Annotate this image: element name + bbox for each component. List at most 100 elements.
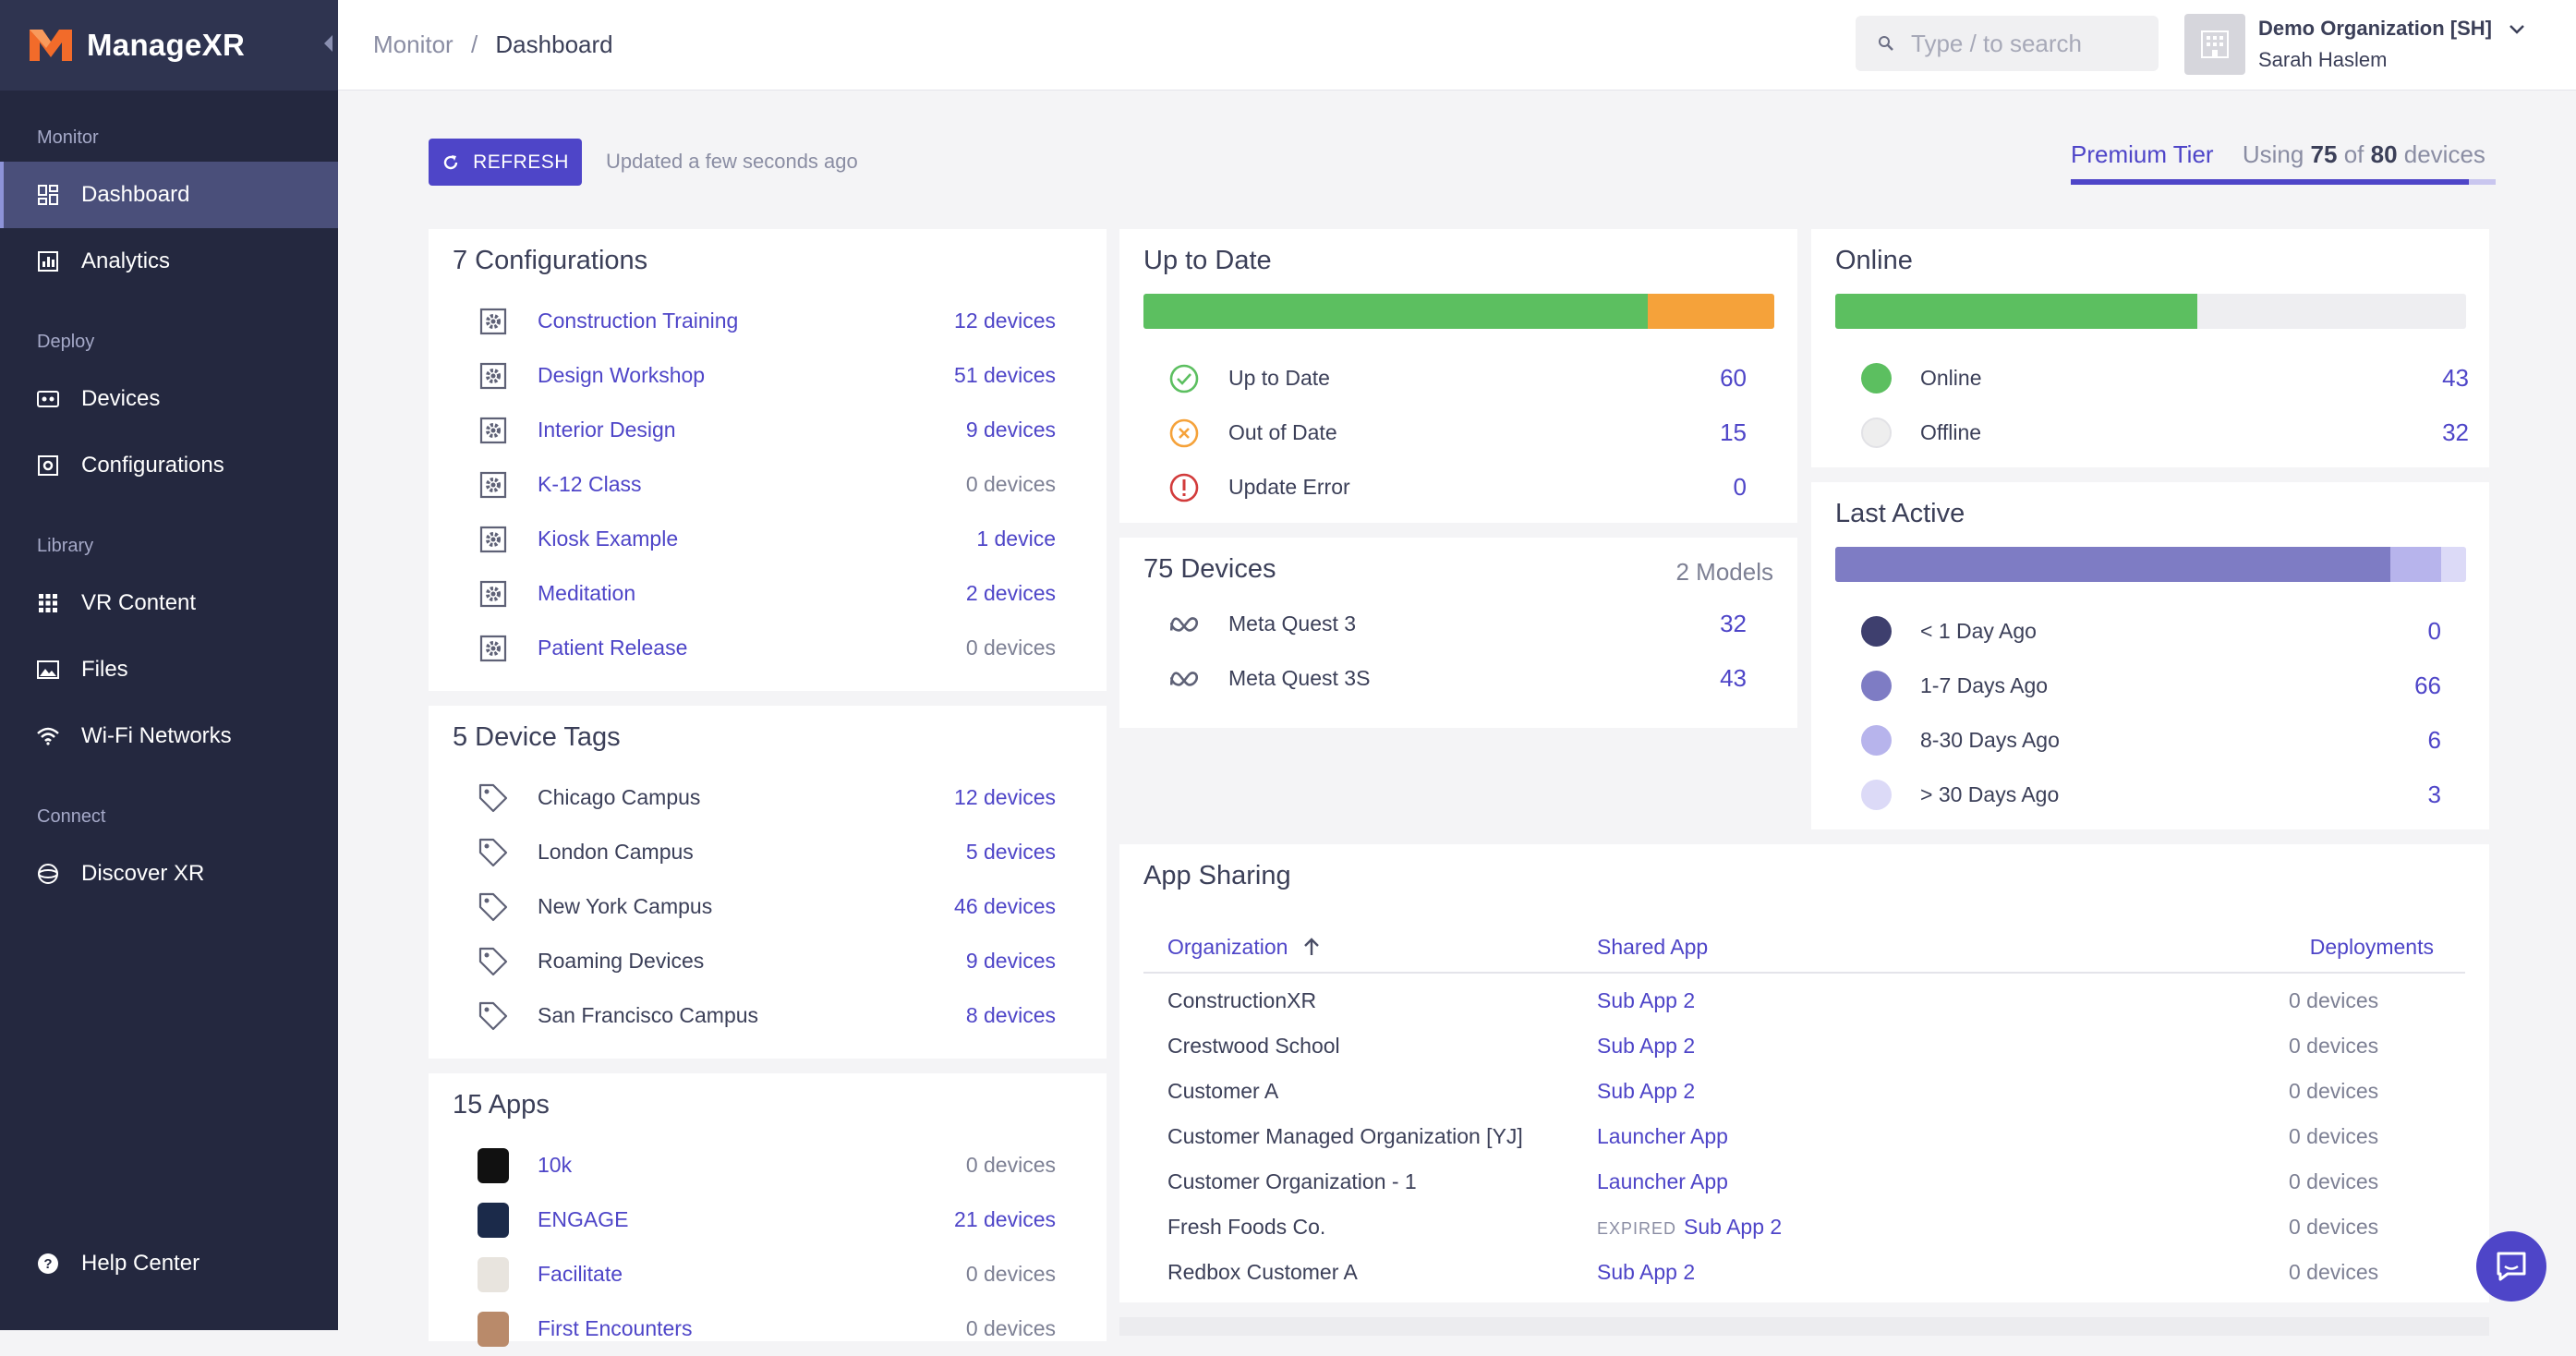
- premium-tier-label[interactable]: Premium Tier: [2071, 140, 2214, 168]
- app-row-value: 21 devices: [954, 1207, 1056, 1232]
- bar-segment[interactable]: [1835, 294, 2197, 329]
- configuration-row-label[interactable]: Kiosk Example: [538, 527, 678, 551]
- column-deployments[interactable]: Deployments: [2310, 935, 2434, 960]
- sidebar-item-devices[interactable]: Devices: [0, 366, 338, 432]
- sidebar-item-vr-content[interactable]: VR Content: [0, 570, 338, 636]
- sidebar-section-monitor: Monitor: [0, 127, 338, 149]
- shared-app-link[interactable]: Sub App 2: [1597, 1034, 1695, 1058]
- app-row-label[interactable]: 10k: [538, 1153, 572, 1178]
- chat-icon: [2495, 1251, 2528, 1282]
- legend-dot-icon: [1860, 671, 1892, 702]
- sidebar-item-label: Analytics: [81, 248, 170, 274]
- sidebar-item-label: Discover XR: [81, 861, 204, 887]
- shared-app-link[interactable]: Sub App 2: [1597, 1260, 1695, 1284]
- search-input[interactable]: Type / to search: [1856, 16, 2159, 71]
- bar-segment[interactable]: [2441, 547, 2466, 582]
- sidebar-item-dashboard[interactable]: Dashboard: [0, 162, 338, 228]
- bar-segment[interactable]: [1835, 547, 2390, 582]
- help-center-link[interactable]: ? Help Center: [0, 1230, 338, 1297]
- shared-app-link[interactable]: Sub App 2: [1597, 1079, 1695, 1103]
- configuration-row-label[interactable]: Construction Training: [538, 309, 738, 333]
- chat-button[interactable]: [2476, 1231, 2546, 1302]
- shared-app-link[interactable]: Sub App 2: [1684, 1215, 1782, 1239]
- column-organization[interactable]: Organization: [1167, 935, 1320, 960]
- configuration-row-label[interactable]: Meditation: [538, 581, 635, 606]
- app-sharing-row[interactable]: Customer Managed Organization [YJ]Launch…: [1143, 1113, 2465, 1158]
- app-logo-icon: [478, 1314, 509, 1345]
- column-shared-app[interactable]: Shared App: [1597, 935, 1708, 960]
- shared-app-cell: Sub App 2: [1597, 1079, 1695, 1104]
- sidebar-item-files[interactable]: Files: [0, 636, 338, 703]
- shared-app-link[interactable]: Launcher App: [1597, 1169, 1728, 1193]
- refresh-button[interactable]: REFRESH: [429, 139, 582, 186]
- sidebar-item-wifi-networks[interactable]: Wi-Fi Networks: [0, 703, 338, 769]
- app-logo-icon: [478, 1150, 509, 1181]
- bar-segment[interactable]: [1648, 294, 1774, 329]
- analytics-icon: [37, 250, 59, 272]
- meta-logo-icon: [1168, 609, 1200, 640]
- organization-cell: Fresh Foods Co.: [1167, 1215, 1325, 1240]
- sidebar-item-discover-xr[interactable]: Discover XR: [0, 841, 338, 907]
- last-active-row-value: 6: [2428, 726, 2441, 755]
- sidebar-item-label: Wi-Fi Networks: [81, 723, 232, 749]
- shared-app-link[interactable]: Sub App 2: [1597, 988, 1695, 1012]
- configuration-row-label[interactable]: Patient Release: [538, 636, 687, 660]
- sidebar-item-analytics[interactable]: Analytics: [0, 228, 338, 295]
- collapse-sidebar-icon[interactable]: [324, 35, 333, 52]
- brand-name[interactable]: ManageXR: [87, 28, 245, 63]
- configuration-row-label[interactable]: K-12 Class: [538, 472, 641, 497]
- app-row-label[interactable]: First Encounters: [538, 1316, 692, 1341]
- app-row-label[interactable]: ENGAGE: [538, 1207, 628, 1232]
- sidebar-item-configurations[interactable]: Configurations: [0, 432, 338, 499]
- using-of: of: [2344, 140, 2364, 168]
- bar-segment[interactable]: [1143, 294, 1648, 329]
- chevron-down-icon[interactable]: [2509, 24, 2525, 35]
- app-row-label[interactable]: Facilitate: [538, 1262, 623, 1287]
- configuration-row-label[interactable]: Interior Design: [538, 418, 676, 442]
- configuration-gear-icon: [478, 360, 509, 392]
- configuration-row-label[interactable]: Design Workshop: [538, 363, 705, 388]
- managexr-logo-icon[interactable]: [28, 26, 74, 65]
- org-switcher[interactable]: Demo Organization [SH] Sarah Haslem: [2184, 13, 2525, 76]
- shared-app-link[interactable]: Launcher App: [1597, 1124, 1728, 1148]
- bar-segment[interactable]: [2390, 547, 2441, 582]
- help-center-label: Help Center: [81, 1251, 200, 1277]
- app-row[interactable]: ENGAGE 21 devices: [429, 1193, 1107, 1247]
- sort-ascending-icon[interactable]: [1303, 937, 1320, 957]
- breadcrumb-monitor[interactable]: Monitor: [373, 30, 454, 58]
- device-tag-row-label: Roaming Devices: [538, 949, 704, 974]
- sidebar-section-connect: Connect: [0, 806, 338, 828]
